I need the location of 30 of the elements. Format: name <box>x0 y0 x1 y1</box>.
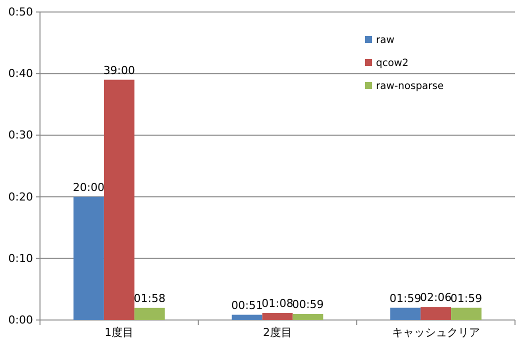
data-label: 01:59 <box>390 292 422 305</box>
bar <box>262 313 293 320</box>
y-tick-label: 0:30 <box>8 128 33 142</box>
data-label: 01:08 <box>262 297 294 310</box>
y-tick-label: 0:50 <box>8 6 33 19</box>
bar <box>134 308 165 320</box>
data-label: 00:51 <box>231 298 263 312</box>
y-tick-label: 0:10 <box>8 252 33 265</box>
bar <box>292 314 324 320</box>
legend-label: qcow2 <box>376 58 409 69</box>
legend-label: raw <box>376 35 394 46</box>
bar <box>73 196 104 320</box>
x-tick-label: キャッシュクリア <box>392 326 480 339</box>
x-tick-label: 2度目 <box>263 326 292 339</box>
bar <box>390 308 421 320</box>
y-tick-label: 0:00 <box>8 314 33 327</box>
data-label: 39:00 <box>103 64 136 77</box>
data-label: 02:06 <box>420 291 452 304</box>
data-label: 01:59 <box>450 292 482 305</box>
data-label: 20:00 <box>72 180 105 194</box>
x-tick-label: 1度目 <box>104 326 134 339</box>
y-tick-label: 0:20 <box>8 190 33 204</box>
data-label: 00:59 <box>292 298 324 311</box>
bar <box>420 307 452 320</box>
y-tick-label: 0:40 <box>8 67 33 80</box>
bar <box>451 308 482 320</box>
data-label: 01:58 <box>134 292 166 305</box>
bar <box>104 80 134 320</box>
bar <box>232 314 262 320</box>
legend-label: raw-nosparse <box>376 81 444 92</box>
